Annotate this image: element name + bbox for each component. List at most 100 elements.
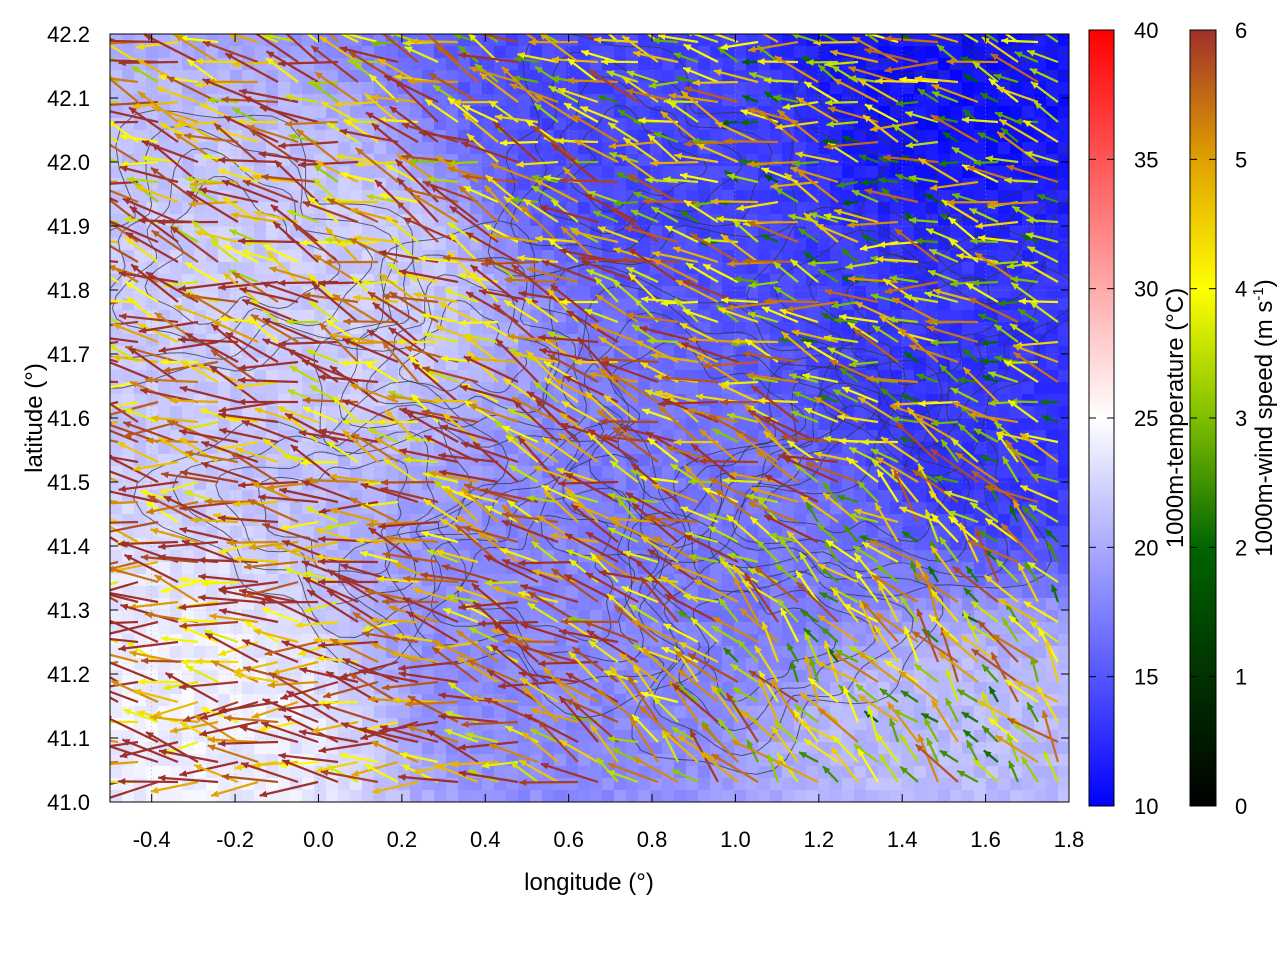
temperature-cell <box>278 238 291 251</box>
temperature-cell <box>614 478 627 491</box>
temperature-cell <box>794 214 807 227</box>
temperature-cell <box>758 610 771 623</box>
temperature-cell <box>830 262 843 275</box>
temperature-cell <box>290 82 303 95</box>
temperature-cell <box>230 70 243 83</box>
temperature-cell <box>242 70 255 83</box>
temperature-cell <box>446 742 459 755</box>
temperature-cell <box>590 742 603 755</box>
temperature-cell <box>398 742 411 755</box>
temperature-cell <box>602 166 615 179</box>
temperature-cell <box>470 46 483 59</box>
temperature-cell <box>758 778 771 791</box>
temperature-cell <box>938 778 951 791</box>
temperature-cell <box>950 790 963 802</box>
temperature-cell <box>470 742 483 755</box>
temperature-cell <box>506 598 519 611</box>
temperature-cell <box>938 58 951 71</box>
temperature-cell <box>494 322 507 335</box>
temperature-cell <box>746 142 759 155</box>
temperature-cell <box>758 286 771 299</box>
temperature-cell <box>422 214 435 227</box>
temperature-cell <box>758 790 771 802</box>
temperature-cell <box>590 82 603 95</box>
temperature-cell <box>158 766 171 779</box>
temperature-cell <box>242 466 255 479</box>
temperature-cell <box>518 106 531 119</box>
temperature-cell <box>326 406 339 419</box>
temperature-cell <box>470 370 483 383</box>
temperature-cell <box>854 166 867 179</box>
temperature-cell <box>230 490 243 503</box>
temperature-cell <box>278 478 291 491</box>
temperature-cell <box>326 94 339 107</box>
temperature-cell <box>314 214 327 227</box>
temperature-cell <box>986 142 999 155</box>
temperature-cell <box>218 502 231 515</box>
temperature-cell <box>770 442 783 455</box>
temperature-cell <box>770 214 783 227</box>
temperature-cell <box>350 790 363 802</box>
temperature-cell <box>926 394 939 407</box>
temperature-cell <box>230 742 243 755</box>
temperature-cell <box>158 790 171 802</box>
temperature-cell <box>746 682 759 695</box>
temperature-cell <box>374 562 387 575</box>
temperature-cell <box>122 730 135 743</box>
temperature-cell <box>194 262 207 275</box>
temperature-cell <box>266 742 279 755</box>
temperature-cell <box>350 310 363 323</box>
temperature-cell <box>422 778 435 791</box>
temperature-cell <box>170 766 183 779</box>
temperature-cell <box>998 382 1011 395</box>
temperature-cell <box>134 34 147 47</box>
temperature-cell <box>254 202 267 215</box>
temperature-cell <box>782 502 795 515</box>
temperature-cell <box>842 166 855 179</box>
temperature-cell <box>422 670 435 683</box>
temperature-cell <box>830 82 843 95</box>
temperature-cell <box>482 58 495 71</box>
temperature-cell <box>782 346 795 359</box>
temperature-cell <box>998 754 1011 767</box>
temperature-cell <box>1022 382 1035 395</box>
temperature-cell <box>614 718 627 731</box>
temperature-cell <box>158 514 171 527</box>
temperature-cell <box>422 118 435 131</box>
temperature-cell <box>458 94 471 107</box>
temperature-cell <box>266 202 279 215</box>
temperature-cell <box>950 406 963 419</box>
temperature-cell <box>362 142 375 155</box>
temperature-cell <box>1034 790 1047 802</box>
temperature-cell <box>470 706 483 719</box>
temperature-cell <box>998 538 1011 551</box>
temperature-cell <box>758 142 771 155</box>
temperature-cell <box>134 142 147 155</box>
temperature-cell <box>302 346 315 359</box>
temperature-cell <box>134 394 147 407</box>
temperature-cell <box>1010 406 1023 419</box>
temperature-cell <box>830 790 843 802</box>
temperature-cell <box>530 502 543 515</box>
temperature-cell <box>818 790 831 802</box>
temperature-cell <box>170 142 183 155</box>
temperature-cell <box>242 262 255 275</box>
temperature-cell <box>350 190 363 203</box>
temperature-cell <box>254 742 267 755</box>
temperature-cell <box>362 490 375 503</box>
temperature-cell <box>650 466 663 479</box>
temperature-cell <box>458 322 471 335</box>
temperature-cell <box>278 622 291 635</box>
temperature-cell <box>1022 418 1035 431</box>
temperature-cell <box>446 382 459 395</box>
temperature-cell <box>674 574 687 587</box>
temperature-cell <box>290 766 303 779</box>
temperature-cell <box>122 766 135 779</box>
temperature-cell <box>362 202 375 215</box>
temperature-cell <box>698 58 711 71</box>
temperature-cell <box>782 790 795 802</box>
temperature-cell <box>998 778 1011 791</box>
temperature-cell <box>1010 706 1023 719</box>
temperature-cell <box>806 226 819 239</box>
temperature-cell <box>206 670 219 683</box>
